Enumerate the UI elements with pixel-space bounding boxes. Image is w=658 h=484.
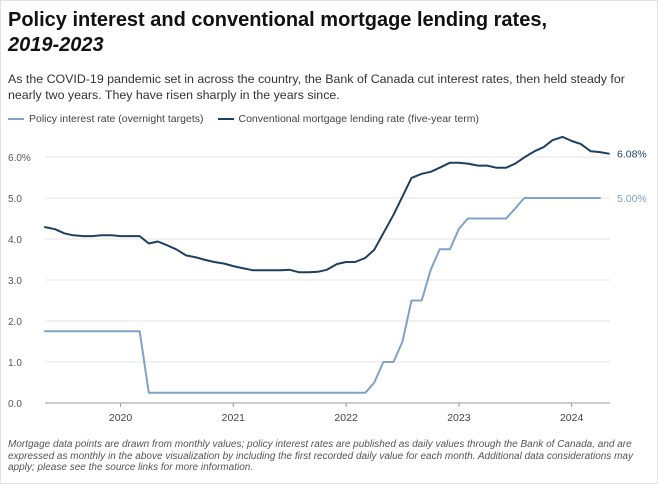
x-tick-label: 2020 [109, 412, 133, 424]
title-line-2: 2019-2023 [8, 34, 104, 56]
line-chart: 0.0 1.0 2.0 3.0 4.0 5.0 6.0% 2020 2021 2022 2023 20… [8, 136, 647, 424]
y-tick-label: 4.0 [8, 235, 22, 246]
series-line-policy [44, 197, 601, 394]
end-label-mortgage: 6.08% [617, 149, 647, 161]
series-line-mortgage [44, 136, 610, 274]
y-tick-label: 0.0 [8, 399, 22, 410]
chart-title: Policy interest and conventional mortgag… [8, 8, 648, 58]
title-line-1: Policy interest and conventional mortgag… [8, 9, 548, 31]
chart-subtitle: As the COVID-19 pandemic set in across t… [8, 72, 625, 102]
y-tick-label: 5.0 [8, 194, 22, 205]
legend-item-mortgage: Conventional mortgage lending rate (five… [217, 113, 479, 125]
x-tick-label: 2022 [334, 412, 358, 424]
x-tick-label: 2024 [560, 412, 584, 424]
legend-label-policy: Policy interest rate (overnight targets) [29, 113, 204, 125]
end-label-policy: 5.00% [617, 193, 647, 205]
y-tick-label: 2.0 [8, 317, 22, 328]
y-tick-label: 1.0 [8, 358, 22, 369]
legend-swatch-policy [8, 118, 24, 120]
x-tick-label: 2023 [447, 412, 471, 424]
legend-label-mortgage: Conventional mortgage lending rate (five… [238, 113, 479, 125]
x-tick-label: 2021 [222, 412, 246, 424]
chart-legend: Policy interest rate (overnight targets)… [8, 113, 493, 125]
y-tick-label: 3.0 [8, 276, 22, 287]
y-tick-label: 6.0% [8, 153, 31, 164]
legend-item-policy: Policy interest rate (overnight targets) [8, 113, 204, 125]
legend-swatch-mortgage [217, 118, 234, 120]
chart-footnote: Mortgage data points are drawn from mont… [8, 439, 633, 473]
